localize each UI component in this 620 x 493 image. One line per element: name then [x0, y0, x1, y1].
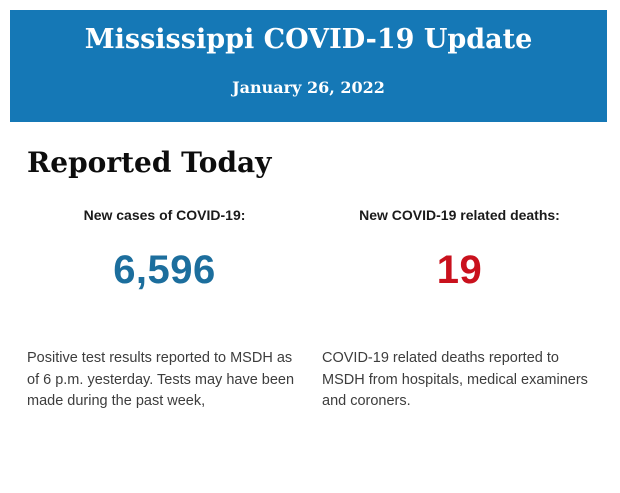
new-cases-description: Positive test results reported to MSDH a…	[27, 350, 295, 409]
new-deaths-description: COVID-19 related deaths reported to MSDH…	[322, 350, 588, 409]
new-deaths-value: 19	[436, 248, 483, 292]
page-title: Mississippi COVID-19 Update	[84, 24, 533, 55]
new-cases-value: 6,596	[113, 248, 216, 292]
header-banner: Mississippi COVID-19 Update January 26, …	[10, 10, 607, 122]
new-deaths-column: New COVID-19 related deaths: 19 COVID-19…	[312, 207, 607, 413]
stats-grid: New cases of COVID-19: 6,596 Positive te…	[17, 207, 607, 413]
new-cases-label: New cases of COVID-19:	[83, 207, 246, 223]
report-date: January 26, 2022	[232, 78, 385, 97]
new-deaths-label: New COVID-19 related deaths:	[359, 207, 560, 223]
covid-update-page: Mississippi COVID-19 Update January 26, …	[0, 10, 620, 493]
section-heading: Reported Today	[27, 146, 272, 179]
new-cases-column: New cases of COVID-19: 6,596 Positive te…	[17, 207, 312, 413]
